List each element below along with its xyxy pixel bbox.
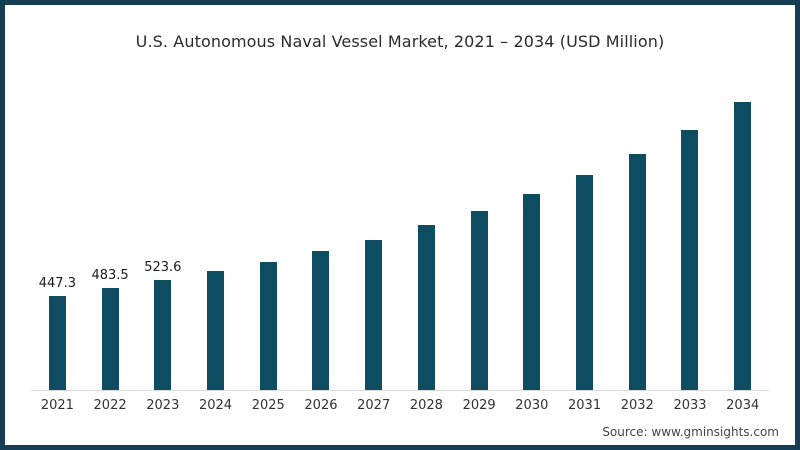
bar-2034	[734, 102, 752, 390]
x-tick-2029: 2029	[462, 398, 496, 413]
x-tick-2026: 2026	[304, 398, 338, 413]
x-axis-labels: 2021 2022 2023 2024 2025 2026 2027 2028 2029 2030…	[31, 398, 769, 416]
bar-cell-2024	[189, 60, 242, 390]
bar-cell-2022: 483.5	[84, 60, 137, 390]
bar-2026	[312, 251, 330, 390]
bar-2029	[470, 211, 488, 390]
bar-cell-2023: 523.6	[136, 60, 189, 390]
bar-2021	[48, 296, 66, 390]
bar-2022	[101, 288, 119, 390]
x-tick-2023: 2023	[146, 398, 180, 413]
x-tick-2031: 2031	[568, 398, 602, 413]
bar-cell-2034	[716, 60, 769, 390]
x-tick-2027: 2027	[357, 398, 391, 413]
x-tick-2022: 2022	[93, 398, 127, 413]
bar-cell-2029	[453, 60, 506, 390]
chart-title: U.S. Autonomous Naval Vessel Market, 202…	[135, 32, 665, 51]
bar-cell-2031	[558, 60, 611, 390]
bar-2023	[154, 280, 172, 390]
x-tick-2028: 2028	[409, 398, 443, 413]
x-tick-2034: 2034	[726, 398, 760, 413]
x-tick-2033: 2033	[673, 398, 707, 413]
bar-cell-2021: 447.3	[31, 60, 84, 390]
x-tick-2024: 2024	[198, 398, 233, 413]
bar-cell-2032	[611, 60, 664, 390]
bar-cell-2026	[295, 60, 348, 390]
bar-cell-2033	[664, 60, 717, 390]
plot-area: 447.3 483.5 523.6	[31, 60, 769, 391]
bar-cell-2025	[242, 60, 295, 390]
bar-cell-2027	[347, 60, 400, 390]
bar-2028	[417, 225, 435, 390]
bar-cell-2028	[400, 60, 453, 390]
bar-2025	[259, 262, 277, 390]
bar-2024	[207, 271, 225, 390]
bar-value-label: 523.6	[144, 260, 182, 275]
x-tick-2032: 2032	[620, 398, 654, 413]
bar-2032	[628, 154, 646, 390]
x-tick-2030: 2030	[515, 398, 549, 413]
bar-2033	[681, 130, 699, 390]
bar-cell-2030	[505, 60, 558, 390]
bar-2030	[523, 194, 541, 390]
bar-value-label: 483.5	[91, 268, 129, 283]
source-attribution: Source: www.gminsights.com	[602, 425, 779, 439]
x-tick-2021: 2021	[40, 398, 74, 413]
bar-value-label: 447.3	[38, 276, 76, 291]
bar-2027	[365, 240, 383, 390]
bar-2031	[576, 175, 594, 390]
x-tick-2025: 2025	[251, 398, 285, 413]
